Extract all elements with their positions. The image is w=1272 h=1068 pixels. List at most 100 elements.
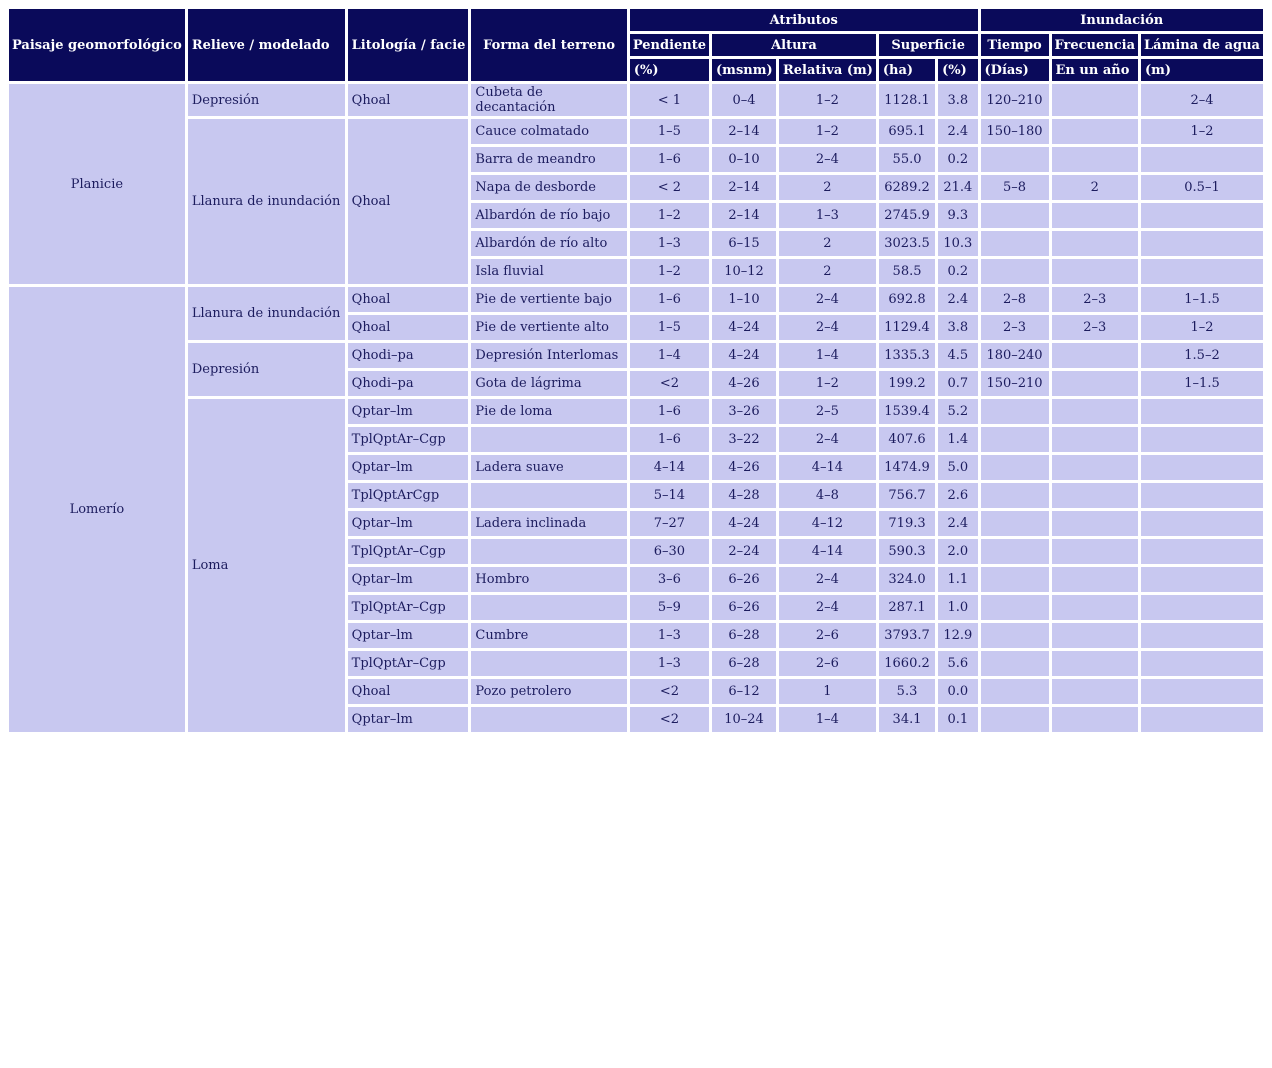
cell-pendiente-pct: <2 bbox=[629, 707, 710, 732]
cell-superficie-pct: 5.2 bbox=[938, 399, 978, 424]
table-row: Loma Qptar–lm Pie de loma 1–6 3–26 2–5 1539.4 5… bbox=[9, 399, 1263, 732]
cell-altura-relativa-m: 2–4 bbox=[778, 595, 876, 620]
cell-altura-relativa-m: 2–6 bbox=[778, 651, 876, 676]
cell-altura-relativa-m: 1–2 bbox=[778, 371, 876, 396]
unit-superficie-ha: (ha) bbox=[878, 59, 936, 81]
cell-frecuencia-en-un-ano bbox=[1051, 84, 1139, 116]
cell-tiempo-dias bbox=[980, 623, 1049, 648]
cell-altura-msnm: 6–15 bbox=[712, 231, 776, 256]
table-row: Depresión Qhodi–pa Depresión Interlomas 1–4… bbox=[9, 343, 1263, 396]
cell-frecuencia-en-un-ano bbox=[1051, 707, 1139, 732]
cell-superficie-pct: 3.8 bbox=[938, 315, 978, 340]
cell-tiempo-dias bbox=[980, 707, 1049, 732]
cell-litologia: Qhoal bbox=[347, 679, 469, 704]
cell-pendiente-pct: 7–27 bbox=[629, 511, 710, 536]
cell-superficie-ha: 1128.1 bbox=[878, 84, 936, 116]
cell-forma bbox=[471, 539, 627, 564]
cell-tiempo-dias: 2–3 bbox=[980, 315, 1049, 340]
cell-pendiente-pct: 1–6 bbox=[629, 287, 710, 312]
cell-superficie-ha: 695.1 bbox=[878, 119, 936, 144]
cell-altura-msnm: 3–22 bbox=[712, 427, 776, 452]
cell-tiempo-dias bbox=[980, 651, 1049, 676]
header-pendiente: Pendiente bbox=[629, 34, 710, 56]
table-row: Isla fluvial 1–2 10–12 2 58.5 0.2 bbox=[9, 259, 1263, 284]
geomorphology-table: Paisaje geomorfológico Relieve / modelad… bbox=[6, 6, 1266, 735]
header-frecuencia: Frecuencia bbox=[1051, 34, 1139, 56]
cell-superficie-ha: 324.0 bbox=[878, 567, 936, 592]
cell-forma: Hombro bbox=[471, 567, 627, 592]
cell-litologia: Qptar–lm bbox=[347, 567, 469, 592]
cell-superficie-ha: 2745.9 bbox=[878, 203, 936, 228]
cell-superficie-ha: 1660.2 bbox=[878, 651, 936, 676]
cell-frecuencia-en-un-ano bbox=[1051, 455, 1139, 480]
cell-frecuencia-en-un-ano: 2–3 bbox=[1051, 287, 1139, 312]
cell-superficie-ha: 5.3 bbox=[878, 679, 936, 704]
cell-pendiente-pct: 1–5 bbox=[629, 119, 710, 144]
table-row: Lomerío Llanura de inundación Qhoal Pie de … bbox=[9, 287, 1263, 732]
cell-altura-msnm: 4–24 bbox=[712, 343, 776, 368]
unit-altura-msnm: (msnm) bbox=[712, 59, 776, 81]
cell-superficie-pct: 5.6 bbox=[938, 651, 978, 676]
cell-lamina-de-agua-m bbox=[1141, 707, 1263, 732]
table-row: Qhoal Pozo petrolero <2 6–12 1 5.3 0.0 bbox=[9, 679, 1263, 704]
cell-paisaje: Lomerío bbox=[9, 287, 185, 732]
cell-altura-relativa-m: 4–14 bbox=[778, 455, 876, 480]
table-row: Qhoal Pie de vertiente alto 1–5 4–24 2–4 1129… bbox=[9, 315, 1263, 340]
cell-pendiente-pct: 1–5 bbox=[629, 315, 710, 340]
unit-pendiente-pct: (%) bbox=[629, 59, 710, 81]
header-relieve: Relieve / modelado bbox=[187, 9, 345, 81]
header-group-inundacion: Inundación bbox=[980, 9, 1263, 31]
header-superficie: Superficie bbox=[878, 34, 978, 56]
cell-tiempo-dias bbox=[980, 539, 1049, 564]
cell-frecuencia-en-un-ano bbox=[1051, 511, 1139, 536]
cell-superficie-pct: 0.2 bbox=[938, 147, 978, 172]
header-row-groups: Paisaje geomorfológico Relieve / modelad… bbox=[9, 9, 1263, 81]
table-row: Napa de desborde < 2 2–14 2 6289.2 21.4 5–8 2 0.… bbox=[9, 175, 1263, 200]
cell-tiempo-dias: 180–240 bbox=[980, 343, 1049, 368]
cell-altura-msnm: 4–28 bbox=[712, 483, 776, 508]
table-row: Qhodi–pa Gota de lágrima <2 4–26 1–2 199.2 0.7… bbox=[9, 371, 1263, 396]
cell-lamina-de-agua-m bbox=[1141, 399, 1263, 424]
cell-superficie-ha: 407.6 bbox=[878, 427, 936, 452]
cell-litologia: Qptar–lm bbox=[347, 623, 469, 648]
cell-lamina-de-agua-m bbox=[1141, 511, 1263, 536]
cell-superficie-pct: 2.6 bbox=[938, 483, 978, 508]
cell-forma: Barra de meandro bbox=[471, 147, 627, 172]
unit-frecuencia-ano: En un año bbox=[1051, 59, 1139, 81]
cell-altura-msnm: 2–14 bbox=[712, 119, 776, 144]
cell-frecuencia-en-un-ano bbox=[1051, 343, 1139, 368]
table-header: Paisaje geomorfológico Relieve / modelad… bbox=[9, 9, 1263, 81]
cell-altura-msnm: 4–26 bbox=[712, 455, 776, 480]
cell-altura-relativa-m: 2–5 bbox=[778, 399, 876, 424]
cell-altura-relativa-m: 2 bbox=[778, 231, 876, 256]
header-row-units: (%) (msnm) Relativa (m) (ha) (%) (Días) … bbox=[9, 59, 1263, 81]
cell-pendiente-pct: 1–6 bbox=[629, 147, 710, 172]
cell-lamina-de-agua-m: 1.5–2 bbox=[1141, 343, 1263, 368]
cell-superficie-pct: 2.0 bbox=[938, 539, 978, 564]
cell-altura-msnm: 6–26 bbox=[712, 567, 776, 592]
cell-lamina-de-agua-m bbox=[1141, 623, 1263, 648]
cell-pendiente-pct: 4–14 bbox=[629, 455, 710, 480]
cell-forma: Cauce colmatado bbox=[471, 119, 627, 144]
cell-altura-relativa-m: 2–6 bbox=[778, 623, 876, 648]
cell-litologia: Qhoal bbox=[347, 119, 469, 284]
cell-altura-msnm: 6–28 bbox=[712, 623, 776, 648]
cell-lamina-de-agua-m bbox=[1141, 483, 1263, 508]
cell-altura-relativa-m: 2 bbox=[778, 175, 876, 200]
cell-altura-relativa-m: 1–4 bbox=[778, 343, 876, 368]
cell-forma: Gota de lágrima bbox=[471, 371, 627, 396]
cell-litologia: Qhodi–pa bbox=[347, 343, 469, 368]
cell-paisaje: Planicie bbox=[9, 84, 185, 284]
cell-superficie-ha: 3023.5 bbox=[878, 231, 936, 256]
cell-superficie-ha: 199.2 bbox=[878, 371, 936, 396]
table-row: Planicie Depresión Qhoal Cubeta de decantac… bbox=[9, 84, 1263, 284]
header-forma: Forma del terreno bbox=[471, 9, 627, 81]
cell-forma: Isla fluvial bbox=[471, 259, 627, 284]
unit-lamina-m: (m) bbox=[1141, 59, 1263, 81]
cell-litologia: Qptar–lm bbox=[347, 399, 469, 424]
cell-pendiente-pct: 6–30 bbox=[629, 539, 710, 564]
cell-lamina-de-agua-m: 1–2 bbox=[1141, 315, 1263, 340]
cell-frecuencia-en-un-ano bbox=[1051, 651, 1139, 676]
cell-tiempo-dias bbox=[980, 231, 1049, 256]
cell-forma: Cumbre bbox=[471, 623, 627, 648]
